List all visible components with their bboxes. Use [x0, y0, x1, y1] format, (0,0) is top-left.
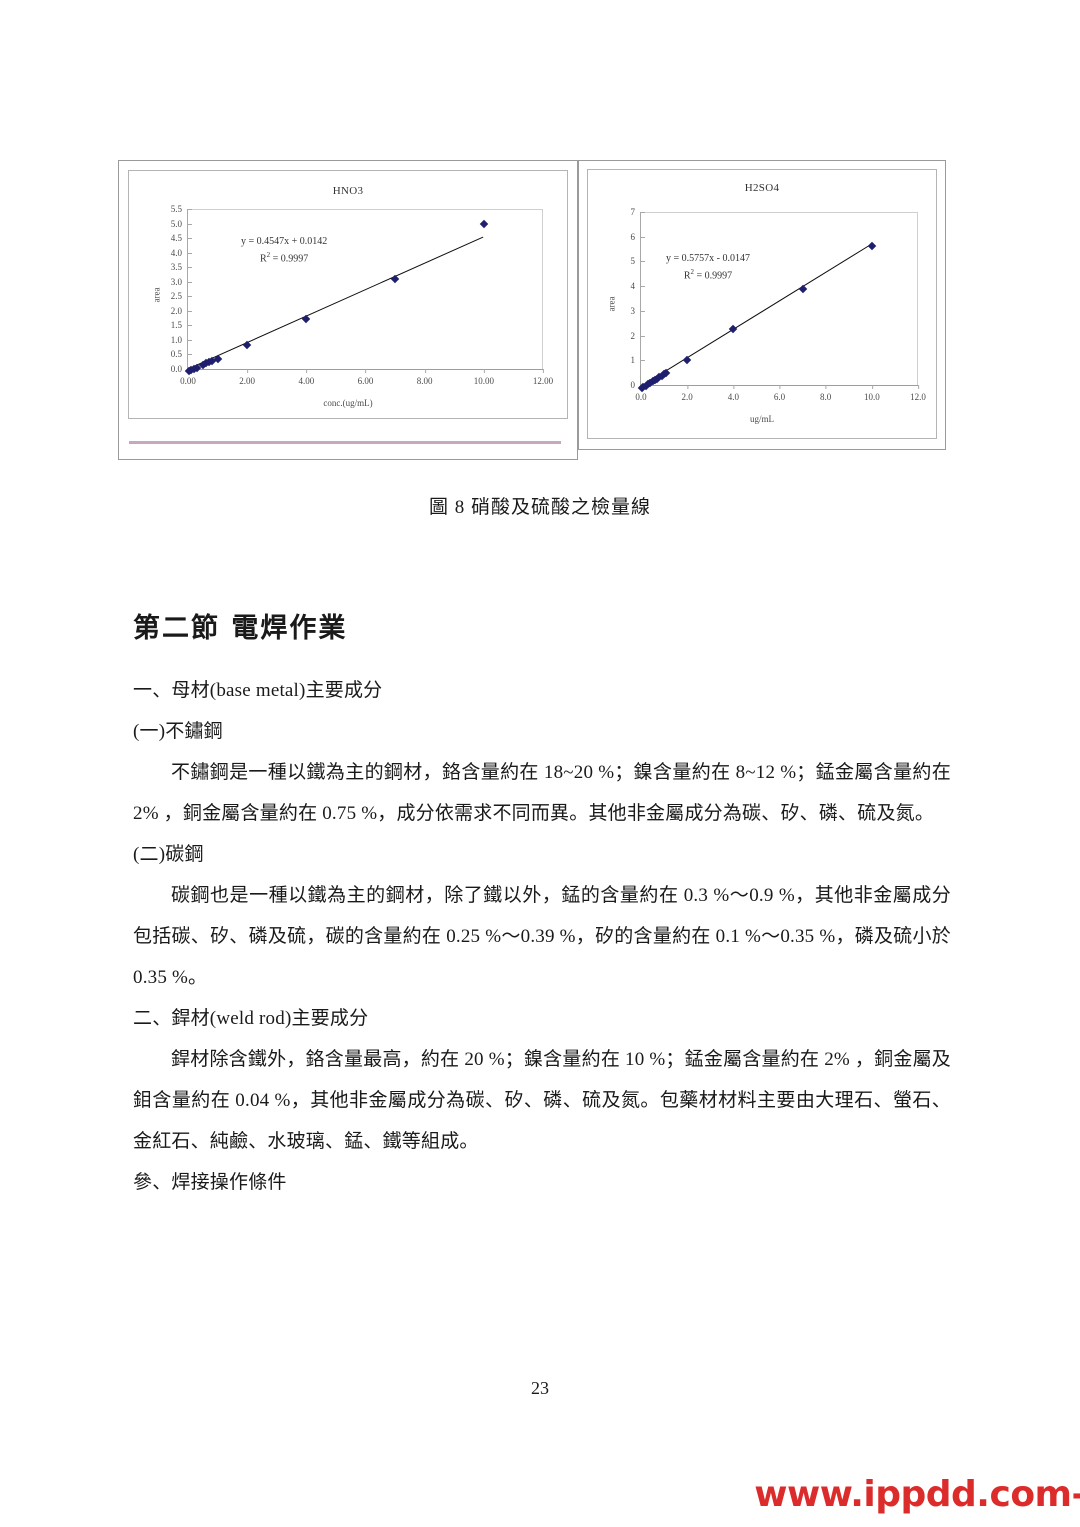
- paragraph-base-metal-heading: 一、母材(base metal)主要成分: [133, 680, 383, 701]
- x-axis-tick-label: 10.00: [474, 369, 494, 386]
- chart-h2so4-xlabel: ug/mL: [750, 414, 774, 424]
- chart-hno3-frame: HNO3 area conc.(ug/mL) y = 0.4547x + 0.0…: [118, 160, 578, 460]
- chart-hno3-equation: y = 0.4547x + 0.0142 R2 = 0.9997: [241, 235, 327, 266]
- x-axis-tick-label: 12.0: [910, 385, 926, 402]
- chart-h2so4-r2-exp: 2: [690, 267, 695, 276]
- y-axis-tick-label: 3.0: [171, 277, 193, 287]
- paragraph-carbon-heading: (二)碳鋼: [133, 844, 204, 865]
- y-axis-tick-label: 4.5: [171, 233, 193, 243]
- chart-h2so4-title: H2SO4: [744, 182, 780, 194]
- y-axis-tick-label: 5: [631, 256, 645, 266]
- figure-caption: 圖 8 硝酸及硫酸之檢量線: [428, 497, 651, 518]
- y-axis-tick-label: 3.5: [171, 262, 193, 272]
- paragraph-weldrod-heading: 二、銲材(weld rod)主要成分: [133, 1008, 369, 1029]
- purple-divider-rule: [129, 441, 561, 444]
- x-axis-tick-label: 8.00: [417, 369, 433, 386]
- x-axis-tick-label: 4.00: [298, 369, 314, 386]
- paragraph-welding-conditions-heading: 參、焊接操作條件: [133, 1172, 287, 1193]
- chart-hno3-r2-line: R2 = 0.9997: [241, 250, 327, 267]
- x-axis-tick-label: 4.0: [728, 385, 739, 402]
- chart-hno3-r2-value: = 0.9997: [272, 252, 309, 264]
- chart-h2so4-frame: H2SO4 area ug/mL y = 0.5757x - 0.0147 R2…: [578, 160, 946, 450]
- trend-line: [642, 243, 873, 386]
- y-axis-tick-label: 4.0: [171, 248, 193, 258]
- data-point-marker: [682, 355, 692, 365]
- y-axis-tick-label: 5.0: [171, 219, 193, 229]
- data-point-marker: [390, 274, 400, 284]
- trend-line: [189, 236, 485, 369]
- chart-h2so4-ylabel: area: [606, 296, 617, 312]
- data-point-marker: [798, 284, 807, 293]
- plot-border-top: [641, 212, 918, 213]
- chart-hno3-plot-area: 0.0 0.5 1.0 1.5 2.0 2.5 3.0 3.5 4.0 4.5 5.0 5.5 0.00…: [171, 204, 553, 386]
- chart-hno3-r2-exp: 2: [266, 250, 271, 259]
- x-axis-tick-label: 12.00: [533, 369, 553, 386]
- y-axis-tick-label: 5.5: [171, 204, 193, 214]
- site-watermark: www.ippdd.com-: [754, 1474, 1080, 1515]
- body-text: 一、母材(base metal)主要成分 (一)不鏽鋼 不鏽鋼是一種以鐵為主的鋼…: [133, 670, 951, 1203]
- y-axis-tick-label: 6: [631, 232, 645, 242]
- y-axis-tick-label: 2: [631, 331, 645, 341]
- chart-h2so4-r2-value: = 0.9997: [696, 269, 733, 281]
- page-number: 23: [531, 1378, 549, 1398]
- plot-border-top: [188, 209, 543, 210]
- x-axis-tick-label: 2.00: [239, 369, 255, 386]
- x-axis-tick-label: 2.0: [682, 385, 693, 402]
- chart-h2so4-equation: y = 0.5757x - 0.0147 R2 = 0.9997: [666, 252, 750, 283]
- section-heading: 第二節 電焊作業: [133, 613, 348, 644]
- data-point-marker: [302, 314, 311, 323]
- chart-hno3-inner: HNO3 area conc.(ug/mL) y = 0.4547x + 0.0…: [128, 170, 568, 419]
- chart-hno3-r2-label: R: [259, 252, 267, 264]
- y-axis-tick-label: 3: [631, 306, 645, 316]
- y-axis-tick-label: 1.5: [171, 320, 193, 330]
- x-axis-tick-label: 10.0: [864, 385, 880, 402]
- paragraph-carbon-body: 碳鋼也是一種以鐵為主的鋼材，除了鐵以外，錳的含量約在 0.3 %～0.9 %，其…: [133, 885, 951, 988]
- chart-hno3-equation-line: y = 0.4547x + 0.0142: [241, 236, 328, 247]
- chart-h2so4-r2-line: R2 = 0.9997: [666, 267, 750, 284]
- chart-hno3-xlabel: conc.(ug/mL): [323, 398, 373, 408]
- data-point-marker: [479, 219, 489, 228]
- x-axis-tick-label: 8.0: [820, 385, 831, 402]
- y-axis-tick-label: 4: [631, 281, 645, 291]
- chart-hno3-ylabel: area: [151, 287, 162, 302]
- chart-hno3-title: HNO3: [332, 185, 364, 197]
- chart-h2so4-r2-label: R: [683, 269, 691, 281]
- data-point-marker: [242, 340, 252, 350]
- figure-8-charts: HNO3 area conc.(ug/mL) y = 0.4547x + 0.0…: [118, 160, 946, 460]
- chart-h2so4-equation-line: y = 0.5757x - 0.0147: [666, 253, 750, 264]
- chart-h2so4-plot-area: 0 1 2 3 4 5 6 7 0.0 2.0 4.0 6.0 8.0 10.0 12.0: [631, 207, 926, 402]
- plot-border-right: [542, 209, 543, 369]
- x-axis-tick-label: 6.00: [358, 369, 373, 386]
- y-axis-tick-label: 1.0: [171, 335, 193, 345]
- y-axis-tick-label: 2.5: [171, 291, 193, 301]
- paragraph-stainless-heading: (一)不鏽鋼: [133, 721, 223, 742]
- chart-h2so4-inner: H2SO4 area ug/mL y = 0.5757x - 0.0147 R2…: [587, 169, 937, 439]
- y-axis-tick-label: 2.0: [171, 306, 193, 316]
- x-axis-tick-label: 6.0: [774, 385, 785, 402]
- paragraph-stainless-body: 不鏽鋼是一種以鐵為主的鋼材，鉻含量約在 18~20 %；鎳含量約在 8~12 %…: [133, 762, 951, 824]
- y-axis-tick-label: 7: [631, 207, 645, 217]
- paragraph-weldrod-body: 銲材除含鐵外，鉻含量最高，約在 20 %；鎳含量約在 10 %；錳金屬含量約在 …: [133, 1049, 951, 1152]
- y-axis-tick-label: 1: [631, 355, 645, 365]
- data-point-marker: [867, 241, 877, 251]
- y-axis-tick-label: 0.5: [171, 349, 193, 359]
- plot-border-right: [917, 212, 918, 385]
